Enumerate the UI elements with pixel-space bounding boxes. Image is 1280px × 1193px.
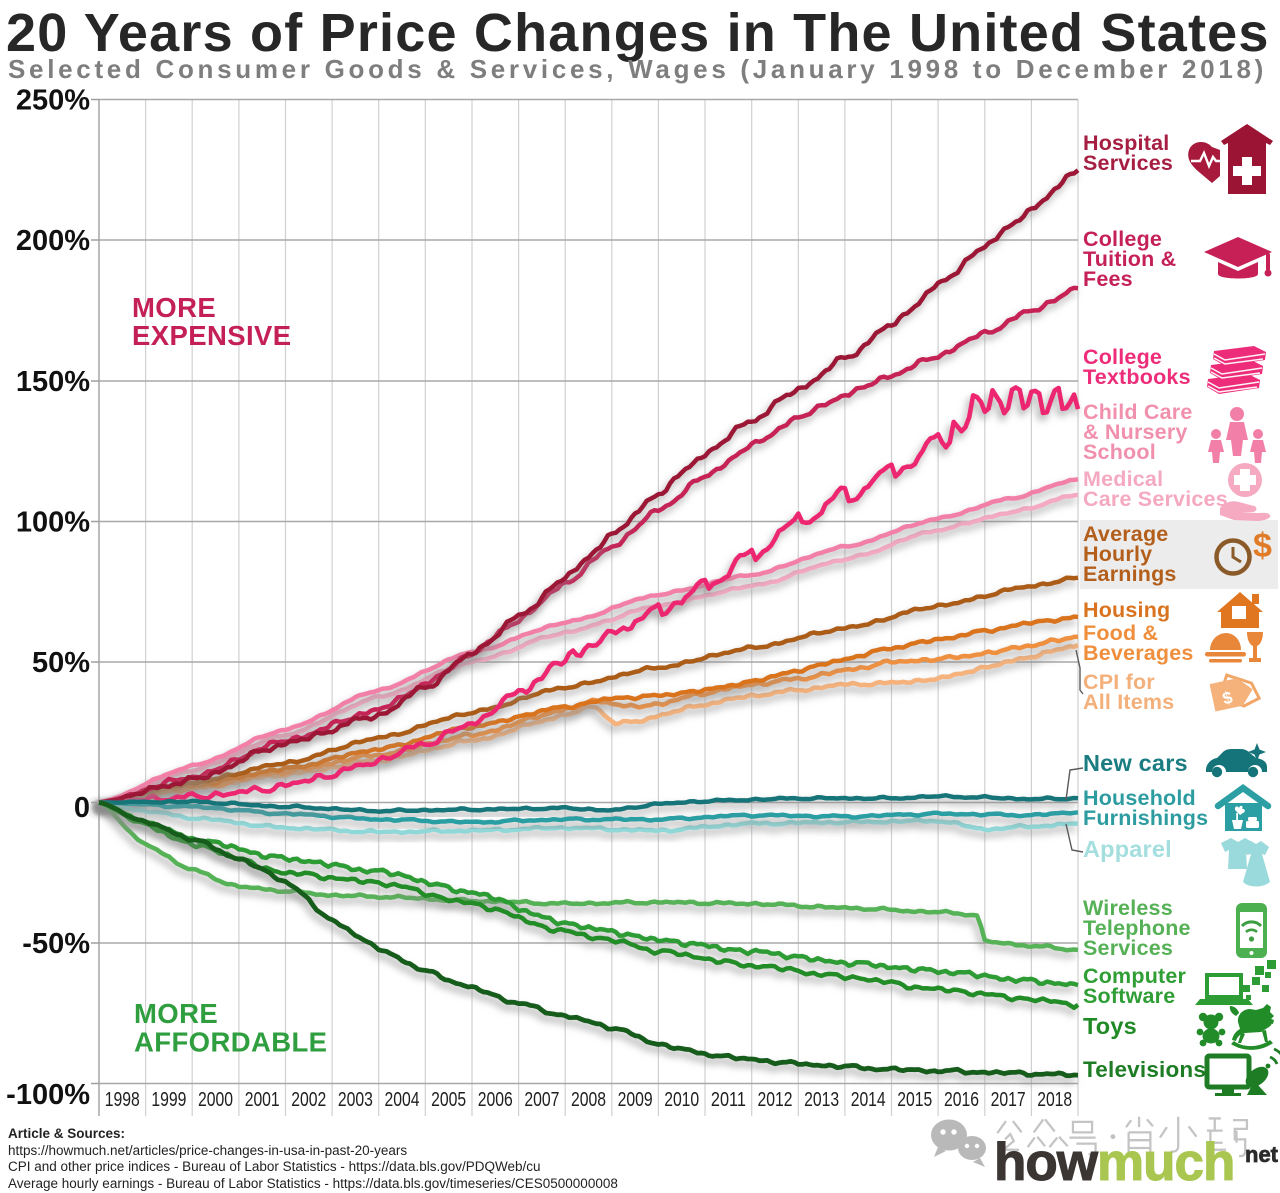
svg-text:250%: 250% [16,85,90,117]
svg-text:150%: 150% [16,366,90,398]
svg-text:-50%: -50% [22,928,90,960]
svg-text:MORE: MORE [132,292,216,323]
svg-text:2005: 2005 [431,1089,466,1111]
svg-text:2017: 2017 [991,1089,1026,1111]
svg-text:2016: 2016 [944,1089,979,1111]
svg-text:2013: 2013 [804,1089,839,1111]
svg-text:2002: 2002 [291,1089,326,1111]
svg-text:1998: 1998 [105,1089,140,1111]
svg-text:2004: 2004 [385,1089,420,1111]
svg-text:2008: 2008 [571,1089,606,1111]
svg-text:EXPENSIVE: EXPENSIVE [132,320,292,351]
svg-text:2012: 2012 [758,1089,793,1111]
svg-text:AFFORDABLE: AFFORDABLE [134,1027,327,1058]
svg-text:100%: 100% [16,507,90,539]
svg-text:50%: 50% [32,647,90,679]
svg-text:-100%: -100% [6,1079,90,1111]
svg-text:2009: 2009 [618,1089,653,1111]
svg-text:2000: 2000 [198,1089,233,1111]
svg-text:2006: 2006 [478,1089,513,1111]
svg-text:2014: 2014 [851,1089,886,1111]
svg-text:2003: 2003 [338,1089,373,1111]
svg-text:MORE: MORE [134,998,218,1029]
svg-text:1999: 1999 [151,1089,186,1111]
svg-text:0: 0 [74,792,90,824]
svg-text:2015: 2015 [897,1089,932,1111]
svg-text:$: $ [1253,527,1272,565]
svg-text:2001: 2001 [245,1089,280,1111]
svg-text:2007: 2007 [524,1089,559,1111]
svg-text:2011: 2011 [711,1089,746,1111]
svg-text:2018: 2018 [1037,1089,1072,1111]
svg-text:200%: 200% [16,225,90,257]
svg-text:2010: 2010 [664,1089,699,1111]
